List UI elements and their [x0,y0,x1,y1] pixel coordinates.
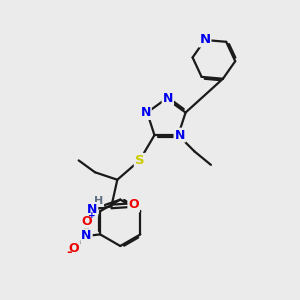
Text: N: N [163,92,173,105]
Text: N: N [140,106,151,119]
Text: O: O [128,199,139,212]
Text: N: N [81,230,92,242]
Text: N: N [199,34,210,46]
Text: N: N [175,129,185,142]
Text: O: O [81,214,92,227]
Text: O: O [69,242,80,255]
Text: S: S [135,154,144,167]
Text: N: N [87,203,97,216]
Text: +: + [88,211,96,220]
Text: -: - [66,246,71,259]
Text: H: H [94,196,103,206]
